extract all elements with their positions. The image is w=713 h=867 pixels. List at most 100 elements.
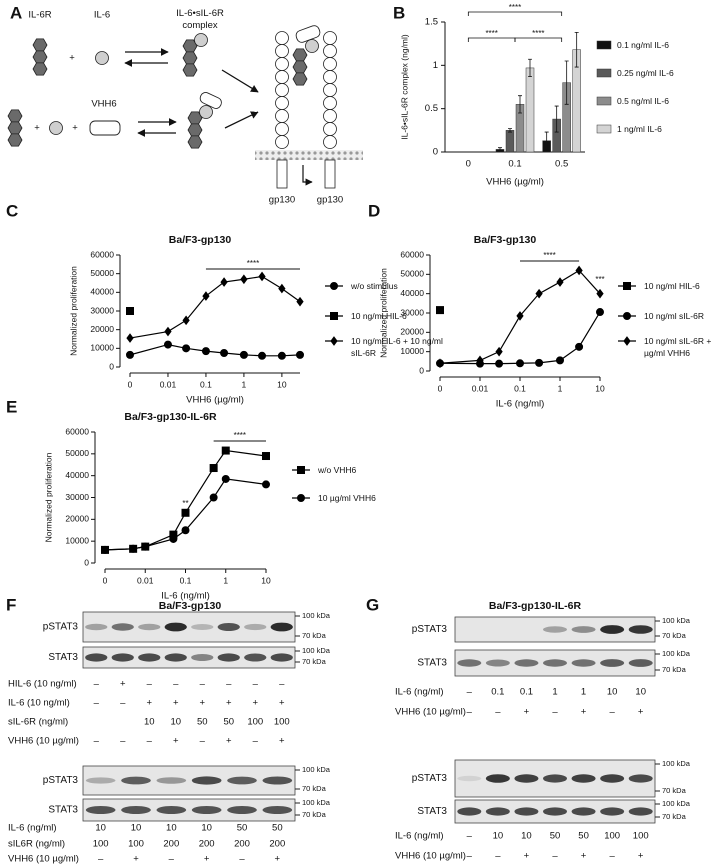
y-tick-label: 0 (419, 365, 424, 375)
bar (505, 130, 515, 153)
y-tick-label: 10000 (400, 346, 424, 356)
condition-value: – (120, 736, 126, 747)
size-marker: 70 kDa (662, 631, 687, 640)
condition-value: – (467, 851, 473, 862)
blot-band (571, 807, 596, 816)
condition-value: – (98, 854, 104, 865)
marker-circle (126, 350, 134, 359)
size-marker: 70 kDa (662, 786, 687, 795)
condition-value: 10 (607, 687, 618, 698)
marker-diamond (220, 277, 228, 287)
condition-value: – (200, 736, 206, 747)
blot-band (270, 622, 293, 632)
marker-circle (221, 474, 230, 483)
gp130-domain (275, 44, 289, 58)
condition-value: – (147, 736, 153, 747)
significance-bracket (467, 11, 563, 16)
marker-diamond (164, 326, 172, 337)
condition-value: – (147, 679, 153, 690)
condition-value: 10 (95, 823, 106, 834)
legend-label: 10 ng/ml IL-6 + 10 ng/ml sIL-6R (351, 336, 443, 358)
diagram-label: VHH6 (91, 99, 116, 110)
gp130-domain (275, 96, 289, 110)
gp130-domain (275, 31, 289, 45)
condition-value: 10 (493, 831, 504, 842)
blot-band (85, 653, 108, 662)
size-marker: 70 kDa (302, 631, 327, 640)
blot-band (138, 623, 161, 631)
blot-band (121, 776, 151, 785)
blot-band (600, 807, 625, 816)
condition-label: VHH6 (10 µg/ml) (8, 854, 79, 865)
blot-band (571, 774, 596, 783)
gp130-domain (323, 31, 337, 45)
x-tick-label: 0.1 (508, 159, 521, 170)
marker-diamond (126, 333, 134, 343)
marker-circle (169, 534, 178, 543)
legend-label: 0.1 ng/ml IL-6 (617, 40, 669, 50)
condition-label: HIL-6 (10 ng/ml) (8, 679, 77, 690)
membrane (255, 150, 363, 160)
marker-circle (163, 340, 172, 349)
blot-band (164, 653, 187, 662)
x-tick-label: 0.1 (200, 379, 212, 389)
condition-value: – (173, 679, 179, 690)
blot-band (514, 659, 539, 667)
marker-circle (181, 526, 190, 535)
annotation: **** (247, 259, 259, 268)
blot-band (628, 659, 653, 667)
nanobody (295, 25, 321, 43)
plus-sign: + (69, 53, 75, 64)
arrow (224, 111, 259, 129)
marker-circle (330, 282, 338, 290)
band-label: pSTAT3 (43, 775, 79, 786)
blot-band (85, 777, 116, 784)
plus-sign: + (72, 123, 78, 134)
blot-band (156, 806, 187, 814)
marker-circle (209, 493, 218, 502)
size-marker: 70 kDa (662, 665, 687, 674)
blot-band (121, 806, 151, 814)
marker-circle (623, 312, 631, 320)
condition-value: + (120, 679, 126, 690)
hexagon (32, 38, 48, 52)
condition-value: – (200, 679, 206, 690)
condition-value: 100 (247, 717, 263, 728)
size-marker: 100 kDa (662, 799, 691, 808)
condition-value: + (173, 736, 179, 747)
blot-band (156, 777, 187, 784)
x-axis-title: IL-6 (ng/ml) (161, 591, 210, 602)
x-axis-title: VHH6 (µg/ml) (186, 395, 244, 406)
condition-value: + (199, 698, 205, 709)
condition-value: – (239, 854, 245, 865)
x-axis-title: IL-6 (ng/ml) (496, 399, 545, 410)
condition-value: 50 (272, 823, 283, 834)
y-tick-label: 40000 (65, 470, 89, 480)
blot-band (244, 653, 267, 662)
condition-value: 100 (93, 839, 109, 850)
hexagon (187, 123, 203, 137)
blot-band (514, 774, 539, 783)
y-tick-label: 50000 (90, 268, 114, 278)
size-marker: 70 kDa (662, 812, 687, 821)
size-marker: 70 kDa (302, 810, 327, 819)
condition-label: VHH6 (10 µg/ml) (395, 851, 466, 862)
condition-value: 50 (223, 717, 234, 728)
condition-value: – (253, 736, 259, 747)
blot-band (543, 807, 567, 816)
blot-band (85, 806, 116, 814)
gp130-domain (323, 96, 337, 110)
panel-label: F (6, 595, 16, 614)
condition-value: + (133, 854, 139, 865)
marker-square (623, 282, 631, 290)
condition-value: 100 (604, 831, 620, 842)
blot-band (543, 626, 567, 633)
hexagon (7, 133, 23, 147)
hexagon (292, 72, 308, 86)
blot-band (262, 776, 293, 785)
blot-band (227, 776, 257, 785)
x-tick-label: 10 (277, 379, 287, 389)
blot-band (571, 626, 596, 633)
gp130-domain (323, 109, 337, 123)
